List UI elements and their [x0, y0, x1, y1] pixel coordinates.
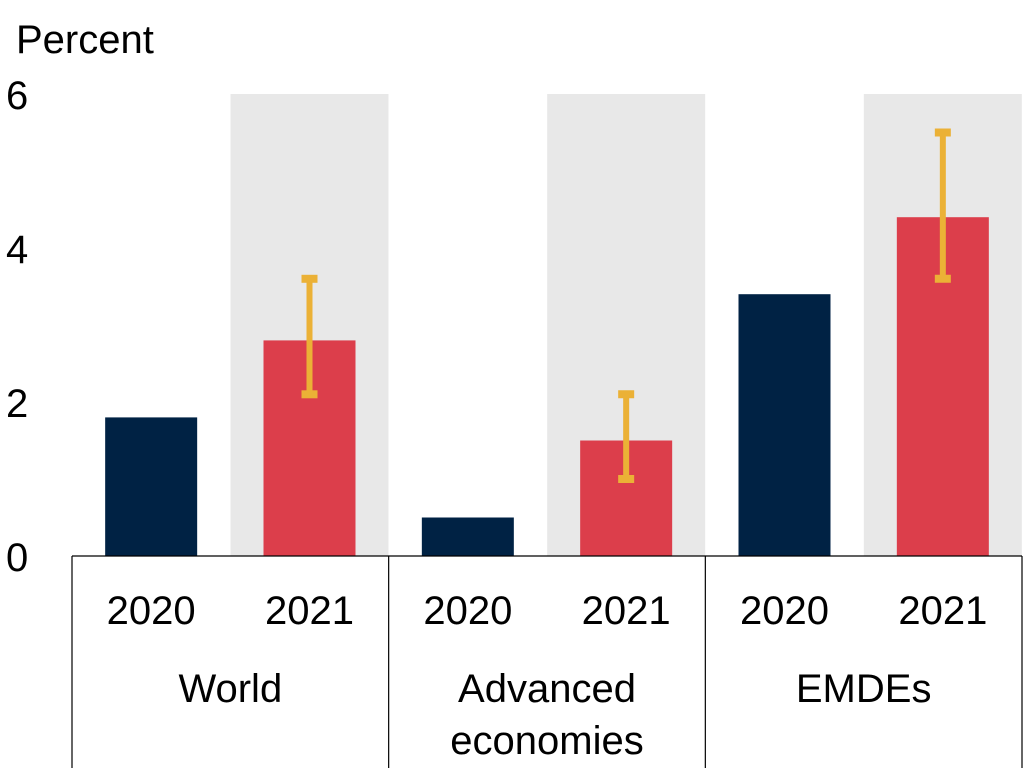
x-tick-label: 2021: [582, 589, 671, 633]
x-tick-label: 2020: [107, 589, 196, 633]
group-label: EMDEs: [796, 667, 932, 711]
x-tick-label: 2021: [898, 589, 987, 633]
bar-2020: [738, 294, 831, 556]
y-axis-label: Percent: [16, 18, 154, 62]
bar-2020: [105, 417, 198, 556]
group-label: Advanced: [458, 667, 636, 711]
y-tick-label: 0: [6, 536, 28, 580]
bar-2020: [421, 517, 514, 556]
group-label: World: [178, 667, 282, 711]
y-tick-label: 6: [6, 74, 28, 118]
y-tick-label: 2: [6, 382, 28, 426]
y-tick-label: 4: [6, 228, 28, 272]
x-tick-label: 2021: [265, 589, 354, 633]
x-tick-label: 2020: [740, 589, 829, 633]
bar-layer: [105, 128, 989, 556]
x-tick-label: 2020: [423, 589, 512, 633]
axis-layer: 0 2 4 6 2020 2021 World 2020 2021 Advanced economi…: [6, 74, 1023, 768]
group-label: economies: [450, 719, 643, 763]
shade-layer: [230, 94, 1022, 556]
